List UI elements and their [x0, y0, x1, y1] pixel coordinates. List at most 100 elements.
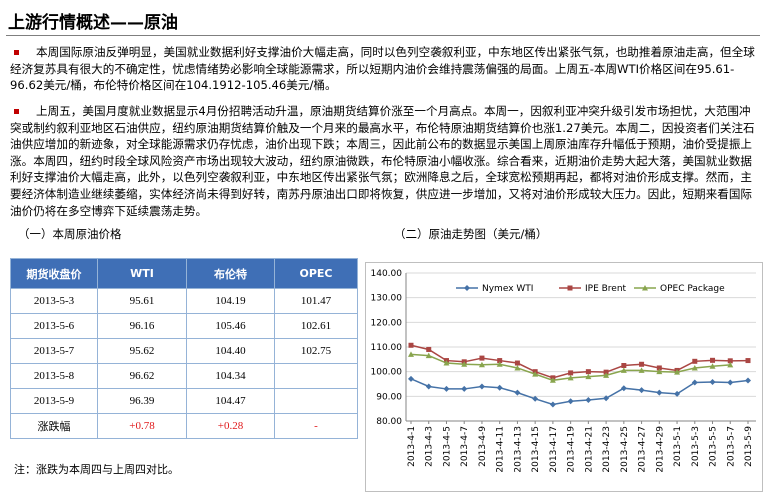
x-tick-label: 2013-4-15 — [531, 426, 541, 473]
marker — [585, 373, 592, 380]
marker — [620, 367, 627, 373]
section-heading: （一）本周原油价格 — [18, 227, 122, 241]
paragraph: 上周五，美国月度就业数据显示4月份招聘活动升温，原油期货结算价涨至一个月高点。本… — [10, 104, 755, 218]
marker — [642, 285, 648, 291]
table-cell: 101.47 — [274, 288, 358, 314]
header-cell: OPEC — [274, 258, 358, 289]
marker — [425, 352, 432, 359]
x-tick-label: 2013-4-13 — [513, 426, 523, 473]
marker — [674, 369, 681, 375]
section-heading: （二）原油走势图（美元/桶） — [394, 227, 548, 241]
x-tick-label: 2013-5-7 — [726, 426, 736, 467]
x-tick-label: 2013-4-21 — [584, 426, 594, 473]
series-line — [410, 344, 749, 379]
marker — [408, 351, 414, 357]
table-cell: 96.16 — [97, 313, 187, 339]
table-cell: 2013-5-8 — [10, 363, 98, 389]
table-cell: 2013-5-7 — [10, 338, 98, 364]
marker — [656, 368, 663, 375]
marker — [549, 377, 556, 383]
table-cell: 102.61 — [274, 313, 358, 339]
marker — [461, 361, 468, 367]
x-tick-label: 2013-4-29 — [655, 426, 665, 473]
table-cell: 2013-5-3 — [10, 288, 98, 314]
table-cell: 95.61 — [97, 288, 187, 314]
y-tick-label: 80.00 — [376, 417, 402, 427]
legend-label: OPEC Package — [660, 284, 725, 294]
marker — [585, 369, 591, 375]
table-cell: 95.62 — [97, 338, 187, 364]
marker — [691, 379, 698, 386]
table-row: 2013-5-9 96.39 104.47 — [10, 388, 358, 414]
marker — [639, 361, 645, 367]
marker — [638, 387, 645, 394]
marker — [656, 389, 663, 396]
marker — [567, 374, 574, 381]
price-table: 期货收盘价 WTI 布伦特 OPEC 2013-5-3 95.61 104.19 101.47… — [10, 258, 358, 439]
marker — [727, 379, 734, 386]
page-title: 上游行情概述——原油 — [8, 13, 178, 33]
bullet — [14, 50, 19, 55]
table-cell: 104.34 — [186, 363, 275, 389]
marker — [745, 358, 751, 364]
table-cell: 104.40 — [186, 338, 275, 364]
table-cell: 104.19 — [186, 288, 275, 314]
table-cell: 104.47 — [186, 388, 275, 414]
marker — [496, 361, 503, 367]
legend-label: Nymex WTI — [482, 284, 533, 294]
marker — [478, 383, 485, 390]
marker — [585, 397, 592, 404]
marker — [461, 385, 468, 392]
marker — [568, 370, 574, 376]
marker — [478, 361, 485, 368]
marker — [620, 385, 627, 392]
x-tick-label: 2013-4-17 — [549, 426, 559, 473]
x-tick-label: 2013-5-1 — [673, 426, 683, 467]
table-row: 2013-5-3 95.61 104.19 101.47 — [10, 288, 358, 314]
y-tick-label: 140.00 — [371, 269, 403, 279]
marker — [603, 369, 609, 375]
table-row: 涨跌幅 +0.78 +0.28- — [10, 413, 358, 439]
table-cell: 2013-5-6 — [10, 313, 98, 339]
x-tick-label: 2013-4-1 — [407, 426, 417, 467]
marker — [426, 346, 432, 352]
marker — [514, 360, 520, 366]
marker — [709, 363, 716, 369]
marker — [603, 395, 610, 402]
marker — [727, 358, 733, 364]
note: 注：涨跌为本周四与上周四对比。 — [14, 463, 179, 476]
table-cell: +0.28 — [186, 413, 275, 439]
y-tick-label: 120.00 — [371, 318, 403, 328]
table-cell — [274, 363, 358, 389]
marker — [567, 398, 574, 405]
marker — [674, 390, 681, 397]
marker — [443, 360, 450, 366]
marker — [621, 363, 627, 368]
table-cell — [274, 388, 358, 414]
line-chart: 80.00 90.00 100.00 110.00 120.00 130.00 140.00… — [365, 262, 763, 492]
header-cell: WTI — [97, 258, 187, 289]
marker — [692, 358, 698, 364]
x-tick-label: 2013-5-3 — [691, 426, 701, 467]
marker — [514, 389, 521, 396]
marker — [443, 385, 450, 392]
marker — [532, 371, 539, 377]
table-cell: 102.75 — [274, 338, 358, 364]
marker — [479, 355, 485, 361]
table-cell: 96.39 — [97, 388, 187, 414]
x-tick-label: 2013-5-9 — [744, 426, 754, 467]
paragraph: 本周国际原油反弹明显，美国就业数据利好支撑油价大幅走高，同时以色列空袭叙利亚，中… — [10, 45, 755, 93]
marker — [710, 357, 716, 363]
table-cell: 涨跌幅 — [10, 413, 98, 439]
x-tick-label: 2013-5-5 — [709, 426, 719, 467]
marker — [656, 365, 662, 371]
y-tick-label: 100.00 — [371, 368, 403, 378]
table-cell: +0.78 — [97, 413, 187, 439]
marker — [745, 377, 751, 384]
x-tick-label: 2013-4-11 — [496, 426, 506, 473]
table-cell: 105.46 — [186, 313, 275, 339]
marker — [497, 358, 503, 364]
marker — [691, 364, 698, 371]
table-cell: - — [274, 413, 358, 439]
